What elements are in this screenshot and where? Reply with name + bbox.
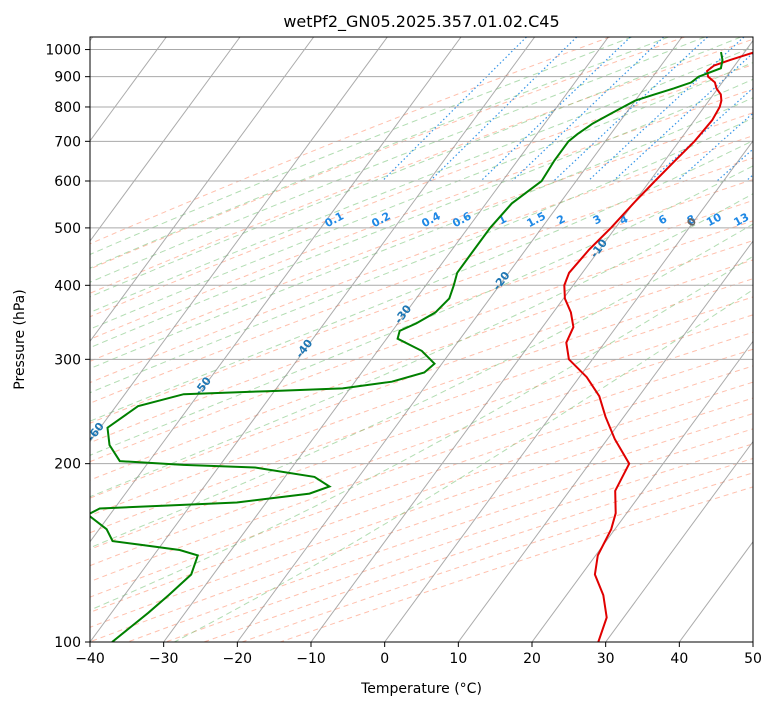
- moist-adiabat: [90, 61, 753, 330]
- x-tick-label: 40: [670, 651, 688, 667]
- mixing-ratio-line: [381, 37, 527, 182]
- mixing-ratio-label: 10: [704, 210, 724, 229]
- y-tick-label: 100: [54, 635, 81, 651]
- moist-adiabat: [90, 46, 753, 313]
- mixing-ratio-label: 13: [732, 210, 752, 229]
- y-axis-title: Pressure (hPa): [12, 289, 28, 389]
- dry-adiabat: [90, 259, 753, 499]
- dry-adiabat: [90, 37, 611, 245]
- moist-adiabat: [90, 37, 742, 298]
- mixing-ratio-line: [587, 37, 745, 182]
- isotherm-line: [605, 440, 753, 642]
- x-axis-title: Temperature (°C): [360, 681, 482, 697]
- isotherm-line: [90, 37, 536, 642]
- chart-title: wetPf2_GN05.2025.357.01.02.C45: [283, 12, 559, 32]
- dry-adiabat: [90, 348, 753, 583]
- y-tick-label: 300: [54, 352, 81, 368]
- x-tick-label: −30: [149, 651, 179, 667]
- isotherm-line: [90, 37, 388, 443]
- isotherm-line: [236, 37, 683, 642]
- isotherm-line: [90, 37, 241, 242]
- dewpoint-profile-line: [90, 51, 724, 642]
- x-tick-label: 50: [744, 651, 762, 667]
- isotherm-line: [384, 140, 753, 642]
- dry-adiabat: [90, 157, 753, 404]
- y-tick-label: 500: [54, 221, 81, 237]
- isotherm-line: [310, 39, 753, 642]
- moist-adiabat: [174, 289, 753, 642]
- y-tick-label: 800: [54, 100, 81, 116]
- moist-adiabat: [90, 255, 753, 611]
- temperature-profile-line: [563, 51, 753, 642]
- moist-adiabat: [90, 37, 706, 283]
- isotherm-line: [90, 37, 315, 343]
- mixing-ratio-line: [649, 87, 753, 182]
- x-tick-label: −20: [223, 651, 253, 667]
- dry-adiabat: [90, 88, 753, 340]
- isotherm-line: [457, 240, 753, 642]
- isotherm-line: [163, 37, 609, 642]
- moist-adiabat: [90, 140, 753, 422]
- moist-adiabat: [90, 97, 753, 370]
- y-tick-label: 600: [54, 174, 81, 190]
- dry-adiabat: [90, 365, 753, 598]
- mixing-ratio-line: [716, 148, 753, 182]
- dry-adiabat: [90, 314, 753, 550]
- dry-adiabat: [90, 220, 753, 463]
- moist-adiabat: [90, 193, 753, 498]
- x-tick-label: −10: [296, 651, 326, 667]
- mixing-ratio-line: [511, 37, 665, 182]
- isotherm-line: [90, 37, 167, 142]
- mixing-ratio-line: [553, 37, 708, 182]
- x-tick-label: 20: [523, 651, 541, 667]
- mixing-ratio-line: [429, 37, 578, 182]
- plot-frame: [89, 36, 754, 643]
- mixing-ratio-line: [480, 37, 631, 182]
- y-tick-label: 200: [54, 457, 81, 473]
- y-tick-label: 1000: [45, 43, 81, 59]
- mixing-ratio-line: [612, 52, 753, 182]
- x-tick-label: −40: [75, 651, 105, 667]
- y-tick-label: 400: [54, 278, 81, 294]
- y-tick-label: 900: [54, 70, 81, 86]
- dry-adiabat: [90, 199, 753, 444]
- moist-adiabat: [90, 78, 753, 349]
- dry-adiabat: [90, 296, 753, 534]
- x-tick-label: 10: [449, 651, 467, 667]
- moist-adiabat: [90, 37, 669, 269]
- y-tick-label: 700: [54, 134, 81, 150]
- dry-adiabat: [90, 38, 753, 294]
- x-tick-label: 30: [597, 651, 615, 667]
- moist-adiabat: [90, 37, 633, 255]
- x-tick-label: 0: [380, 651, 389, 667]
- moist-adiabat: [90, 165, 753, 456]
